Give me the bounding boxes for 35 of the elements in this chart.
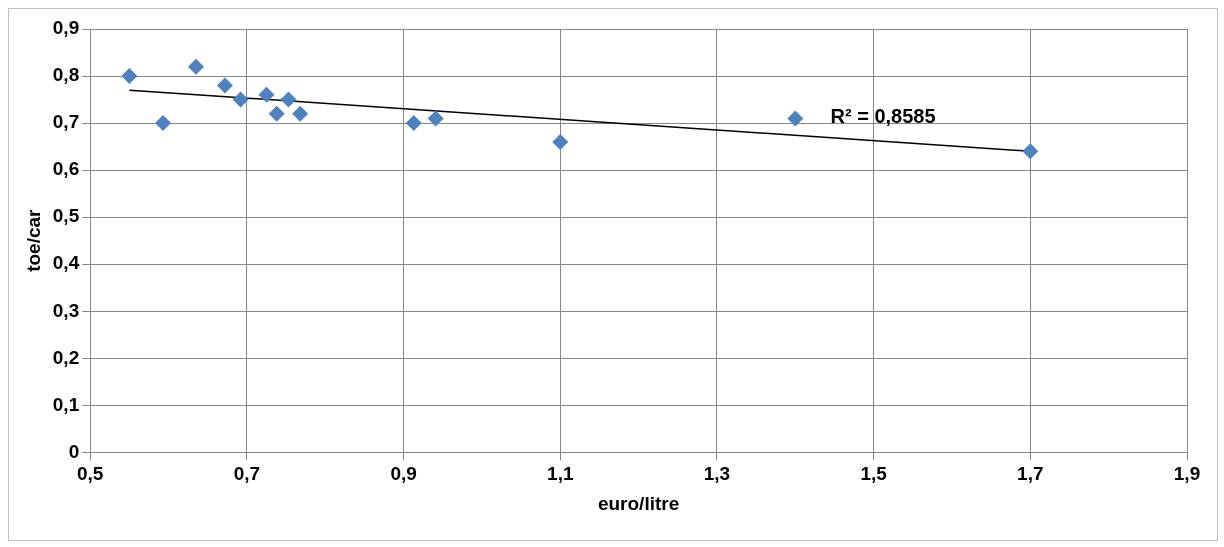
x-tick-label: 1,9 [1173,463,1201,485]
x-tick-label: 1,3 [703,463,731,485]
y-tick-label: 0 [68,440,80,462]
y-tick-label: 0,9 [52,17,80,39]
y-tick-label: 0,1 [52,393,80,415]
point [552,133,569,150]
point [187,58,204,75]
x-tick-label: 0,5 [77,463,104,485]
point [427,110,444,127]
x-tick-label: 1,5 [860,463,888,485]
y-tick-label: 0,3 [52,299,80,321]
y-tick-label: 0,5 [52,205,80,227]
x-tick-label: 1,1 [547,463,574,485]
point [787,110,804,127]
y-tick-label: 0,2 [52,346,80,368]
x-axis-title: euro/litre [597,492,680,514]
point [405,115,422,132]
point [280,91,297,108]
y-axis-title: toe/car [22,208,44,272]
x-tick-label: 0,9 [390,463,417,485]
point [1022,143,1039,160]
point [258,86,275,103]
point [292,105,309,122]
point [121,68,138,85]
x-tick-label: 0,7 [233,463,261,485]
y-tick-label: 0,8 [52,64,80,86]
x-tick-label: 1,7 [1017,463,1044,485]
y-tick-label: 0,4 [52,252,80,274]
point [268,105,285,122]
point [216,77,233,94]
y-tick-label: 0,7 [52,111,80,133]
annotation: R² = 0,8585 [830,105,936,128]
point [155,115,172,132]
y-tick-label: 0,6 [52,158,80,180]
point [232,91,249,108]
